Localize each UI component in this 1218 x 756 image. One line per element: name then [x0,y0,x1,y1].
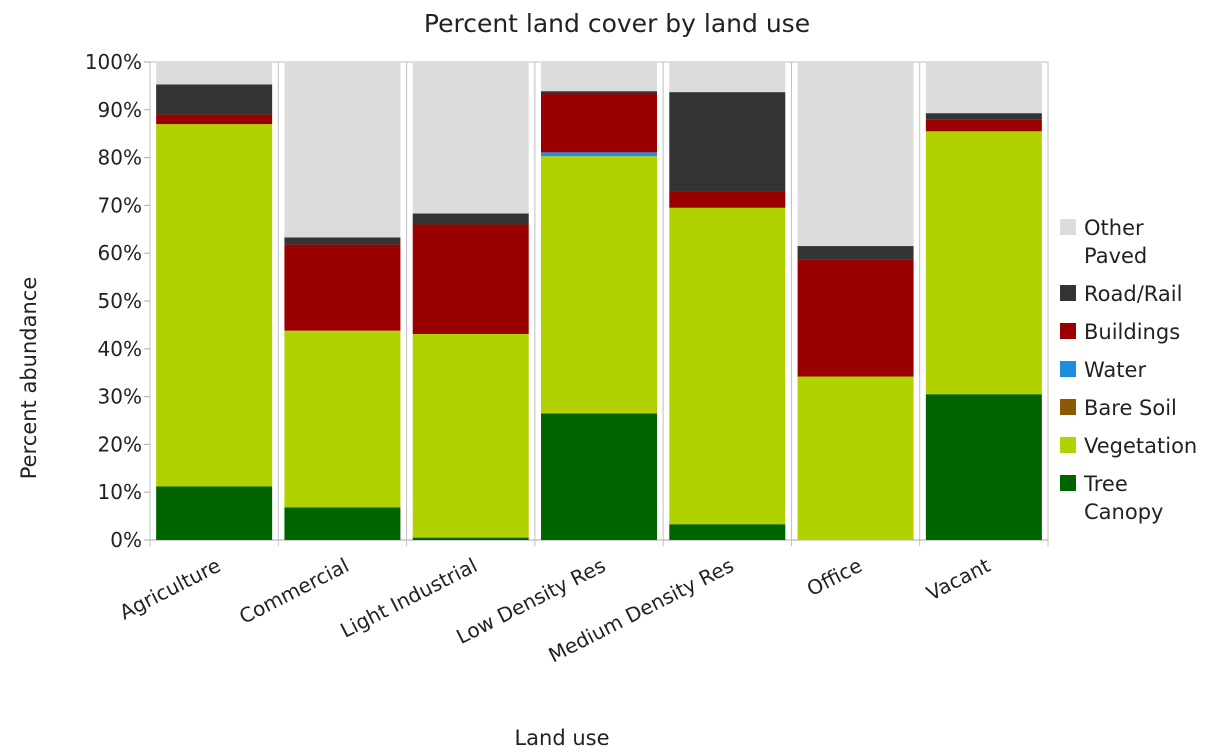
bar-segment-tree-canopy [284,507,401,540]
bar-segment-road-rail [412,213,529,225]
bar-segment-water [541,152,657,157]
legend-label: Other [1084,216,1144,240]
bar-segment-tree-canopy [925,394,1042,540]
x-tick-label: Vacant [923,553,995,605]
bar-segment-buildings [156,114,273,125]
y-tick-label: 20% [98,432,142,456]
bar-segment-vegetation [669,207,786,525]
legend-label: Water [1084,358,1146,382]
bar-segment-road-rail [541,91,657,95]
y-tick-label: 100% [85,50,142,74]
bar-segment-vegetation [284,330,401,508]
bar-segment-buildings [797,259,914,377]
legend-swatch [1060,437,1076,453]
bar-segment-road-rail [284,237,401,245]
bar-segment-tree-canopy [669,524,786,540]
legend-label: Paved [1084,244,1147,268]
bar-segment-other-paved [412,62,529,214]
bar-segment-other-paved [541,62,657,92]
bar-segment-vegetation [156,124,273,487]
y-tick-label: 30% [98,385,142,409]
bar-segment-other-paved [284,62,401,238]
bar-segment-other-paved [669,62,786,93]
legend-label: Canopy [1084,500,1163,524]
chart-title: Percent land cover by land use [424,9,810,38]
bar-segment-other-paved [925,62,1042,114]
y-tick-label: 80% [98,146,142,170]
bar-segment-tree-canopy [156,486,273,540]
y-tick-label: 40% [98,337,142,361]
legend-label: Buildings [1084,320,1180,344]
x-tick-label: Office [803,553,866,601]
legend-label: Bare Soil [1084,396,1177,420]
legend-swatch [1060,219,1076,235]
legend: Other Paved Road/Rail Buildings Water Bare So… [1060,216,1197,524]
y-tick-label: 90% [98,98,142,122]
bar-segment-tree-canopy [412,537,529,540]
legend-swatch [1060,323,1076,339]
y-axis-ticks: 0% 10% 20% 30% 40% 50% 60% 70% 80% 90% 100% [85,50,150,552]
bar-segment-road-rail [797,246,914,260]
bars [156,62,1042,540]
bar-segment-vegetation [412,333,529,538]
legend-label: Tree [1083,472,1128,496]
legend-swatch [1060,399,1076,415]
y-tick-label: 70% [98,193,142,217]
bar-segment-other-paved [156,62,273,85]
x-axis-label: Land use [514,726,609,750]
legend-label: Road/Rail [1084,282,1182,306]
bar-segment-buildings [284,244,401,331]
x-tick-label: Agriculture [116,553,225,624]
bar-segment-buildings [541,94,657,153]
bar-segment-buildings [669,191,786,208]
legend-swatch [1060,285,1076,301]
bar-segment-vegetation [797,376,914,540]
bar-segment-road-rail [669,92,786,192]
y-tick-label: 50% [98,289,142,313]
bar-segment-tree-canopy [541,413,657,540]
y-tick-label: 0% [110,528,142,552]
bar-segment-vegetation [541,156,657,414]
y-tick-label: 60% [98,241,142,265]
x-tick-label: Commercial [235,553,352,629]
bar-segment-road-rail [925,113,1042,120]
bar-segment-buildings [412,224,529,334]
legend-label: Vegetation [1084,434,1197,458]
legend-swatch [1060,361,1076,377]
bar-segment-vegetation [925,131,1042,395]
legend-swatch [1060,475,1076,491]
bar-segment-road-rail [156,84,273,115]
y-axis-label: Percent abundance [17,277,41,479]
bar-segment-other-paved [797,62,914,247]
y-tick-label: 10% [98,480,142,504]
bar-segment-buildings [925,119,1042,132]
